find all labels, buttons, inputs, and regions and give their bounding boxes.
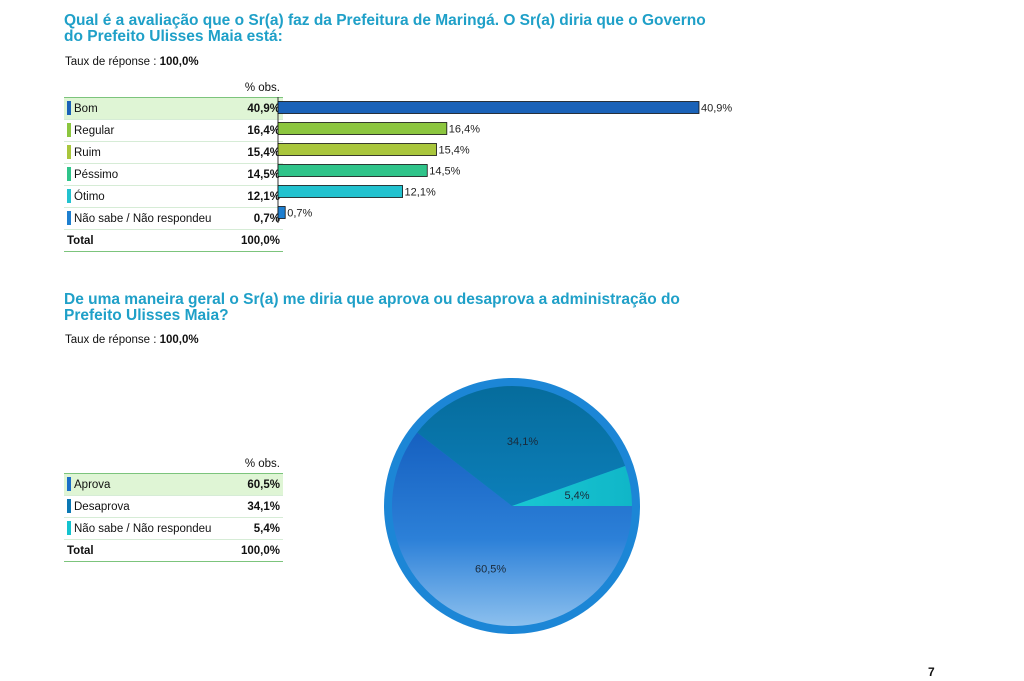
chart-1-response-rate: Taux de réponse : 100,0% bbox=[65, 56, 199, 68]
pie-value-label: 34,1% bbox=[507, 436, 538, 448]
category-cell: Ótimo bbox=[64, 185, 231, 208]
chart-1-title-line2: do Prefeito Ulisses Maia está: bbox=[64, 28, 283, 45]
legend-swatch bbox=[67, 123, 71, 137]
percent-cell: 14,5% bbox=[231, 163, 283, 186]
table-row: Ótimo 12,1% bbox=[64, 185, 283, 208]
response-rate-label: Taux de réponse : bbox=[65, 56, 160, 68]
category-label: Péssimo bbox=[74, 168, 119, 181]
pie-value-label: 60,5% bbox=[475, 563, 506, 575]
response-rate-label: Taux de réponse : bbox=[65, 334, 160, 346]
legend-swatch bbox=[67, 211, 71, 225]
chart-2-table-header: % obs. bbox=[64, 455, 283, 474]
pie-slice bbox=[512, 466, 632, 506]
bar bbox=[277, 185, 403, 198]
total-row: Total 100,0% bbox=[64, 229, 283, 252]
bar-value-label: 15,4% bbox=[439, 145, 470, 157]
legend-swatch bbox=[67, 521, 71, 535]
category-cell: Aprova bbox=[64, 473, 231, 496]
pie-slice bbox=[417, 386, 626, 506]
total-label: Total bbox=[64, 229, 231, 252]
response-rate-value: 100,0% bbox=[159, 334, 199, 346]
pie-value-label: 5,4% bbox=[565, 490, 590, 502]
chart-1-table-header: % obs. bbox=[64, 79, 283, 98]
bar bbox=[277, 164, 428, 177]
chart-1-title: Qual é a avaliação que o Sr(a) faz da Pr… bbox=[64, 13, 706, 45]
chart-2-title-line1: De uma maneira geral o Sr(a) me diria qu… bbox=[64, 291, 680, 308]
table-row: Regular 16,4% bbox=[64, 119, 283, 142]
legend-swatch bbox=[67, 499, 71, 513]
chart-2-frequency-table: % obs. Aprova 60,5% Desaprova 34,1% Não sabe … bbox=[64, 455, 283, 562]
bar-value-label: 14,5% bbox=[429, 166, 460, 178]
total-value: 100,0% bbox=[231, 539, 283, 562]
legend-swatch bbox=[67, 477, 71, 491]
percent-cell: 40,9% bbox=[231, 97, 283, 120]
table-row: Não sabe / Não respondeu 5,4% bbox=[64, 517, 283, 540]
chart-2-title-line2: Prefeito Ulisses Maia? bbox=[64, 307, 229, 324]
category-cell: Não sabe / Não respondeu bbox=[64, 517, 231, 540]
total-label: Total bbox=[64, 539, 231, 562]
category-label: Desaprova bbox=[74, 500, 130, 513]
legend-swatch bbox=[67, 145, 71, 159]
chart-2-response-rate: Taux de réponse : 100,0% bbox=[65, 334, 199, 346]
legend-swatch bbox=[67, 101, 71, 115]
bar-value-label: 40,9% bbox=[701, 103, 732, 115]
category-label: Bom bbox=[74, 102, 98, 115]
table-row: Não sabe / Não respondeu 0,7% bbox=[64, 207, 283, 230]
chart-1-frequency-table: % obs. Bom 40,9% Regular 16,4% Ruim 15,4% Péssi… bbox=[64, 79, 283, 252]
bar bbox=[277, 122, 448, 135]
bar-value-label: 12,1% bbox=[405, 187, 436, 199]
legend-swatch bbox=[67, 189, 71, 203]
table-row: Desaprova 34,1% bbox=[64, 495, 283, 518]
total-value: 100,0% bbox=[231, 229, 283, 252]
percent-cell: 16,4% bbox=[231, 119, 283, 142]
bar bbox=[277, 206, 286, 219]
category-cell: Não sabe / Não respondeu bbox=[64, 207, 231, 230]
header-blank bbox=[64, 79, 231, 98]
percent-cell: 15,4% bbox=[231, 141, 283, 164]
percent-cell: 34,1% bbox=[231, 495, 283, 518]
bar-value-label: 16,4% bbox=[449, 124, 480, 136]
percent-cell: 12,1% bbox=[231, 185, 283, 208]
table-row: Aprova 60,5% bbox=[64, 473, 283, 496]
category-label: Regular bbox=[74, 124, 115, 137]
category-cell: Desaprova bbox=[64, 495, 231, 518]
category-label: Ruim bbox=[74, 146, 101, 159]
response-rate-value: 100,0% bbox=[159, 56, 199, 68]
category-label: Não sabe / Não respondeu bbox=[74, 522, 212, 535]
table-row: Ruim 15,4% bbox=[64, 141, 283, 164]
legend-swatch bbox=[67, 167, 71, 181]
header-blank bbox=[64, 455, 231, 474]
bar bbox=[277, 101, 700, 114]
col-header-obs: % obs. bbox=[231, 455, 283, 474]
pie-slice bbox=[392, 432, 632, 626]
col-header-obs: % obs. bbox=[231, 79, 283, 98]
bar-value-label: 0,7% bbox=[287, 208, 312, 220]
table-row: Bom 40,9% bbox=[64, 97, 283, 120]
category-cell: Ruim bbox=[64, 141, 231, 164]
chart-2-title: De uma maneira geral o Sr(a) me diria qu… bbox=[64, 292, 680, 324]
table-row: Péssimo 14,5% bbox=[64, 163, 283, 186]
category-label: Aprova bbox=[74, 478, 111, 491]
category-label: Não sabe / Não respondeu bbox=[74, 212, 212, 225]
total-row: Total 100,0% bbox=[64, 539, 283, 562]
chart-1-title-line1: Qual é a avaliação que o Sr(a) faz da Pr… bbox=[64, 12, 706, 29]
percent-cell: 60,5% bbox=[231, 473, 283, 496]
category-cell: Regular bbox=[64, 119, 231, 142]
bar bbox=[277, 143, 437, 156]
page-number: 7 bbox=[928, 665, 935, 679]
category-cell: Bom bbox=[64, 97, 231, 120]
category-label: Ótimo bbox=[74, 190, 105, 203]
percent-cell: 5,4% bbox=[231, 517, 283, 540]
category-cell: Péssimo bbox=[64, 163, 231, 186]
chart-2-pie: 60,5% 34,1% 5,4% bbox=[384, 378, 640, 634]
